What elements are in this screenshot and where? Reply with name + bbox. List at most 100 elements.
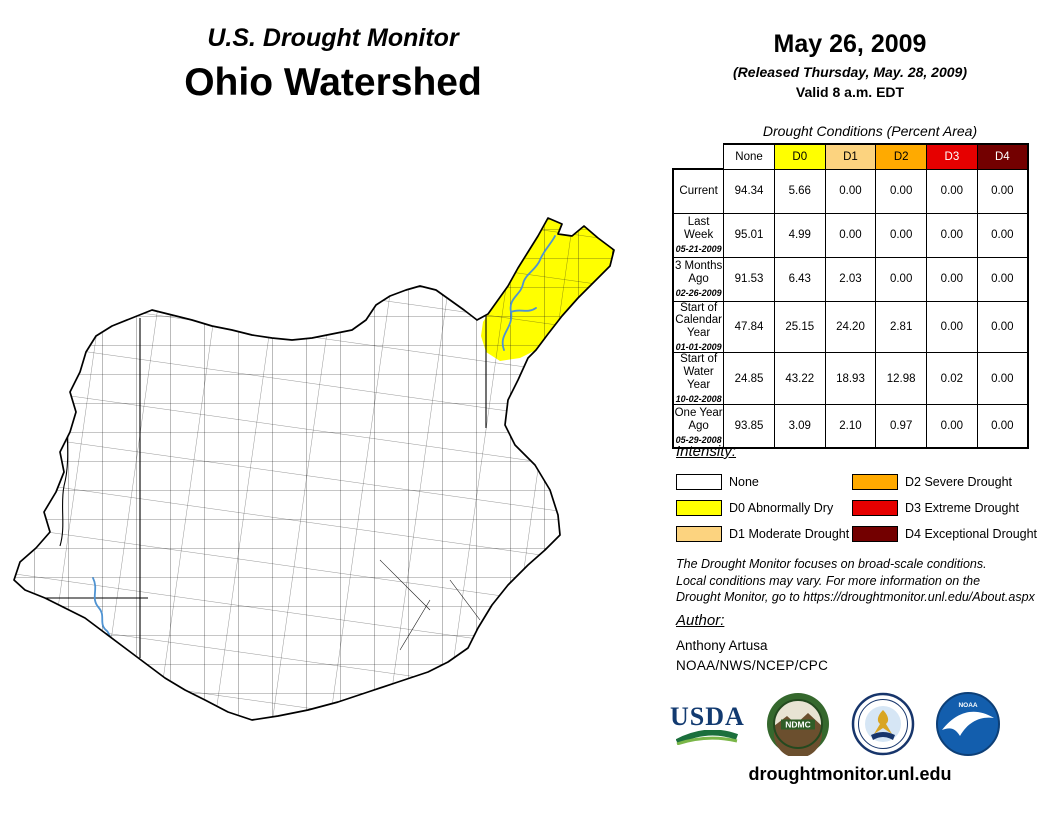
noaa-seal-icon: NOAA [935,692,1000,756]
table-row-one-year-ago: One Year Ago 05-29-2008 93.85 3.09 2.10 … [672,403,1029,450]
table-cell: 18.93 [824,352,877,405]
legend-swatch-none [676,474,722,490]
table-cell: 25.15 [773,300,826,354]
table-cell: 0.00 [926,300,978,354]
table-cell: 2.03 [824,256,877,302]
legend-item-d3: D3 Extreme Drought [852,495,1037,521]
table-cell: 0.00 [976,403,1029,450]
table-cell: 0.00 [976,352,1029,405]
commerce-seal-icon [851,692,915,756]
legend-swatch-d2 [852,474,898,490]
table-cell: 2.81 [875,300,928,354]
table-header-row: None D0 D1 D2 D3 D4 [673,143,1029,170]
table-cell: 3.09 [773,403,826,450]
commerce-logo [851,692,915,756]
drought-conditions-table: None D0 D1 D2 D3 D4 Current 94.34 5.66 0… [672,143,1029,450]
table-cell: 0.00 [976,168,1029,214]
county-detail-lines [379,559,481,651]
report-series-title: U.S. Drought Monitor [207,24,459,52]
usda-logo: USDA [670,703,745,745]
watershed-outline [13,217,615,721]
ndmc-logo: NDMC [766,692,830,756]
legend-item-none: None [676,469,852,495]
row-date: 10-02-2008 [675,393,722,404]
date-block: May 26, 2009 (Released Thursday, May. 28… [690,30,1010,100]
table-cell: 0.00 [824,168,877,214]
legend-item-d0: D0 Abnormally Dry [676,495,852,521]
table-cell: 91.53 [723,256,775,302]
col-header-d2: D2 [875,143,928,170]
table-cell: 0.00 [824,212,877,258]
row-date: 02-26-2009 [675,287,722,298]
row-label: Last Week 05-21-2009 [672,212,725,258]
row-date: 05-21-2009 [675,243,722,254]
report-date: May 26, 2009 [773,30,927,58]
legend-grid: None D0 Abnormally Dry D1 Moderate Droug… [676,469,1037,547]
title-block: U.S. Drought Monitor Ohio Watershed [117,24,549,105]
ndmc-seal-icon: NDMC [766,693,829,756]
table-cell: 0.00 [875,256,928,302]
footer-url: droughtmonitor.unl.edu [748,764,952,784]
legend-swatch-d3 [852,500,898,516]
table-row-last-week: Last Week 05-21-2009 95.01 4.99 0.00 0.0… [672,212,1029,258]
table-cell: 0.00 [875,212,928,258]
author-block: Author: Anthony Artusa NOAA/NWS/NCEP/CPC [676,612,828,673]
legend-swatch-d0 [676,500,722,516]
author-heading: Author: [676,612,725,629]
table-cell: 0.00 [926,403,978,450]
row-date: 01-01-2009 [675,342,722,353]
col-header-d0: D0 [773,143,826,170]
author-organization: NOAA/NWS/NCEP/CPC [676,658,829,673]
table-cell: 2.10 [824,403,877,450]
row-label: Current [672,168,725,214]
table-cell: 93.85 [723,403,775,450]
row-label: One Year Ago 05-29-2008 [672,403,725,450]
table-cell: 0.00 [976,300,1029,354]
county-grid-2 [14,218,614,720]
col-header-none: None [723,143,775,170]
col-header-d1: D1 [824,143,877,170]
table-row-current: Current 94.34 5.66 0.00 0.00 0.00 0.00 [672,168,1029,214]
legend-swatch-d1 [676,526,722,542]
table-cell: 24.85 [723,352,775,405]
legend-item-d1: D1 Moderate Drought [676,521,852,547]
usda-swoosh-icon [676,729,739,745]
table-row-start-calendar-year: Start of Calendar Year 01-01-2009 47.84 … [672,300,1029,354]
svg-text:NDMC: NDMC [785,720,811,730]
table-cell: 4.99 [773,212,826,258]
logo-row: USDA NDMC [670,692,1000,756]
table-cell: 94.34 [723,168,775,214]
table-cell: 47.84 [723,300,775,354]
table-title: Drought Conditions (Percent Area) [762,123,978,139]
table-cell: 12.98 [875,352,928,405]
legend-item-d4: D4 Exceptional Drought [852,521,1037,547]
table-cell: 0.00 [976,256,1029,302]
legend-swatch-d4 [852,526,898,542]
row-date: 05-29-2008 [675,434,722,445]
noaa-logo: NOAA [935,692,1000,756]
col-header-d4: D4 [976,143,1029,170]
author-name: Anthony Artusa [676,638,768,653]
table-cell: 0.00 [926,168,978,214]
table-cell: 0.00 [926,256,978,302]
table-cell: 6.43 [773,256,826,302]
table-cell: 95.01 [723,212,775,258]
table-cell: 0.00 [976,212,1029,258]
table-cell: 5.66 [773,168,826,214]
page-title: Ohio Watershed [184,61,482,104]
disclaimer-text: The Drought Monitor focuses on broad-sca… [676,557,1035,604]
table-cell: 24.20 [824,300,877,354]
table-row-start-water-year: Start of Water Year 10-02-2008 24.85 43.… [672,352,1029,405]
row-label: 3 Months Ago 02-26-2009 [672,256,725,302]
table-cell: 0.00 [926,212,978,258]
legend-item-d2: D2 Severe Drought [852,469,1037,495]
table-cell: 0.00 [875,168,928,214]
table-cell: 43.22 [773,352,826,405]
col-header-d3: D3 [926,143,978,170]
table-cell: 0.97 [875,403,928,450]
svg-text:NOAA: NOAA [958,702,977,709]
table-cell: 0.02 [926,352,978,405]
corner-cell [673,144,724,169]
table-row-3-months-ago: 3 Months Ago 02-26-2009 91.53 6.43 2.03 … [672,256,1029,302]
